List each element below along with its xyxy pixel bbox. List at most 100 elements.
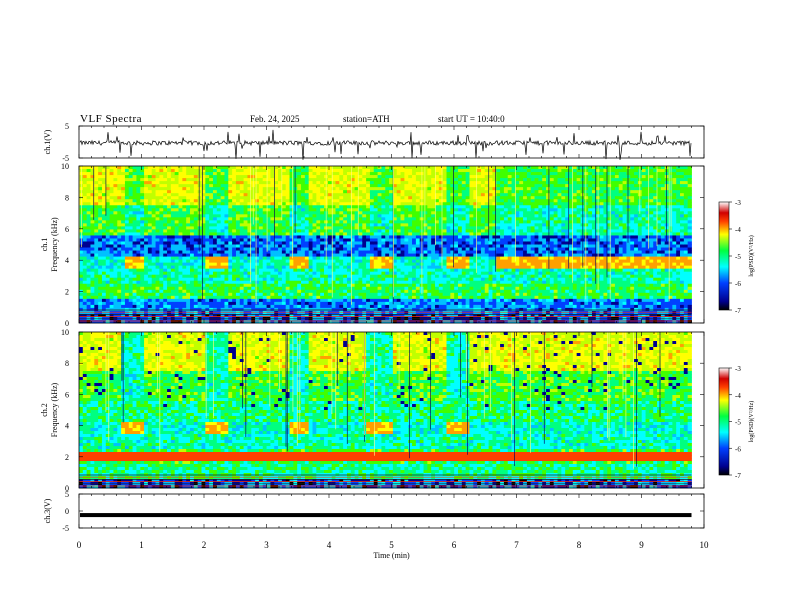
spectrogram-cell xyxy=(132,229,137,233)
spectrogram-cell xyxy=(182,184,187,188)
spectrogram-cell xyxy=(251,250,256,254)
spectrogram-cell xyxy=(308,319,313,324)
spectrogram-cell xyxy=(94,289,99,294)
spectrogram-cell xyxy=(335,211,340,215)
spectrogram-cell xyxy=(101,256,107,260)
spectrogram-cell xyxy=(415,265,421,270)
spectrogram-cell xyxy=(435,211,440,215)
spectrogram-cell xyxy=(400,232,405,236)
spectrogram-cell xyxy=(423,250,428,254)
spectrogram-cell xyxy=(201,247,206,251)
spectrogram-cell xyxy=(201,244,206,248)
spectrogram-cell xyxy=(98,244,103,248)
spectrogram-cell xyxy=(412,172,417,176)
spectrogram-cell xyxy=(113,277,118,282)
spectrogram-cell xyxy=(412,232,417,236)
spectrogram-cell xyxy=(335,202,340,206)
spectrogram-cell xyxy=(201,277,206,282)
spectrogram-cell xyxy=(132,304,137,309)
spectrogram-cell xyxy=(350,196,356,200)
spectrogram-cell xyxy=(285,238,290,242)
spectrogram-cell xyxy=(354,187,359,191)
spectrogram-cell xyxy=(163,286,168,291)
spectrogram-cell xyxy=(170,289,176,294)
spectrogram-cell xyxy=(212,259,218,264)
spectrogram-cell xyxy=(312,280,317,285)
spectrogram-cell xyxy=(190,271,195,276)
spectrogram-cell xyxy=(86,232,91,236)
spectrogram-cell xyxy=(316,166,321,170)
spectrogram-cell xyxy=(98,274,103,279)
spectrogram-cell xyxy=(186,244,191,248)
spectrogram-cell xyxy=(385,232,390,236)
spectrogram-cell xyxy=(182,265,187,270)
spectrogram-cell xyxy=(216,178,222,182)
spectrogram-cell xyxy=(151,241,156,245)
spectrogram-cell xyxy=(373,310,378,315)
spectrogram-cell xyxy=(128,202,133,206)
spectrogram-cell xyxy=(266,307,271,312)
spectrogram-cell xyxy=(232,319,237,324)
spectrogram-cell xyxy=(124,211,130,215)
spectrogram-cell xyxy=(132,298,137,303)
spectrogram-cell xyxy=(209,211,214,215)
spectrogram-cell xyxy=(86,253,91,257)
spectrogram-cell xyxy=(182,313,187,318)
spectrogram-cell xyxy=(216,238,222,242)
spectrogram-cell xyxy=(90,262,95,267)
spectrogram-cell xyxy=(404,304,409,309)
spectrogram-cell xyxy=(274,166,279,170)
spectrogram-cell xyxy=(155,211,160,215)
spectrogram-cell xyxy=(224,208,229,212)
spectrogram-cell xyxy=(396,196,401,200)
spectrogram-cell xyxy=(86,181,91,185)
spectrogram-cell xyxy=(346,277,352,282)
spectrogram-cell xyxy=(82,229,88,233)
spectrogram-cell xyxy=(266,217,271,221)
spectrogram-cell xyxy=(94,253,99,257)
spectrogram-cell xyxy=(86,265,91,270)
spectrogram-cell xyxy=(373,205,378,209)
spectrogram-cell xyxy=(419,319,424,324)
spectrogram-cell xyxy=(304,217,310,221)
spectrogram-cell xyxy=(136,280,141,285)
spectrogram-cell xyxy=(132,265,137,270)
spectrogram-cell xyxy=(255,265,260,270)
spectrogram-cell xyxy=(297,292,302,297)
spectrogram-cell xyxy=(82,274,88,279)
spectrogram-cell xyxy=(278,190,283,194)
spectrogram-cell xyxy=(400,277,405,282)
spectrogram-cell xyxy=(205,289,210,294)
spectrogram-cell xyxy=(235,310,241,315)
spectrogram-cell xyxy=(159,193,164,197)
spectrogram-cell xyxy=(117,319,122,324)
spectrogram-cell xyxy=(381,166,386,170)
spectrogram-cell xyxy=(427,211,432,215)
spectrogram-cell xyxy=(90,289,95,294)
spectrogram-cell xyxy=(251,307,256,312)
spectrogram-cell xyxy=(128,181,133,185)
spectrogram-cell xyxy=(343,244,348,248)
spectrogram-cell xyxy=(381,229,386,233)
spectrogram-cell xyxy=(140,280,145,285)
spectrogram-cell xyxy=(201,301,206,306)
spectrogram-cell xyxy=(297,274,302,279)
spectrogram-cell xyxy=(167,301,172,306)
spectrogram-cell xyxy=(427,286,432,291)
spectrogram-cell xyxy=(216,214,222,218)
spectrogram-cell xyxy=(232,184,237,188)
spectrogram-cell xyxy=(404,259,409,264)
spectrogram-cell xyxy=(255,217,260,221)
spectrogram-cell xyxy=(186,301,191,306)
spectrogram-cell xyxy=(262,172,267,176)
spectrogram-cell xyxy=(190,229,195,233)
spectrogram-cell xyxy=(343,214,348,218)
spectrogram-cell xyxy=(270,310,275,315)
spectrogram-cell xyxy=(216,289,222,294)
spectrogram-cell xyxy=(190,178,195,182)
spectrogram-cell xyxy=(243,259,248,264)
spectrogram-cell xyxy=(312,262,317,267)
spectrogram-cell xyxy=(136,250,141,254)
spectrogram-cell xyxy=(274,244,279,248)
spectrogram-cell xyxy=(197,223,202,227)
